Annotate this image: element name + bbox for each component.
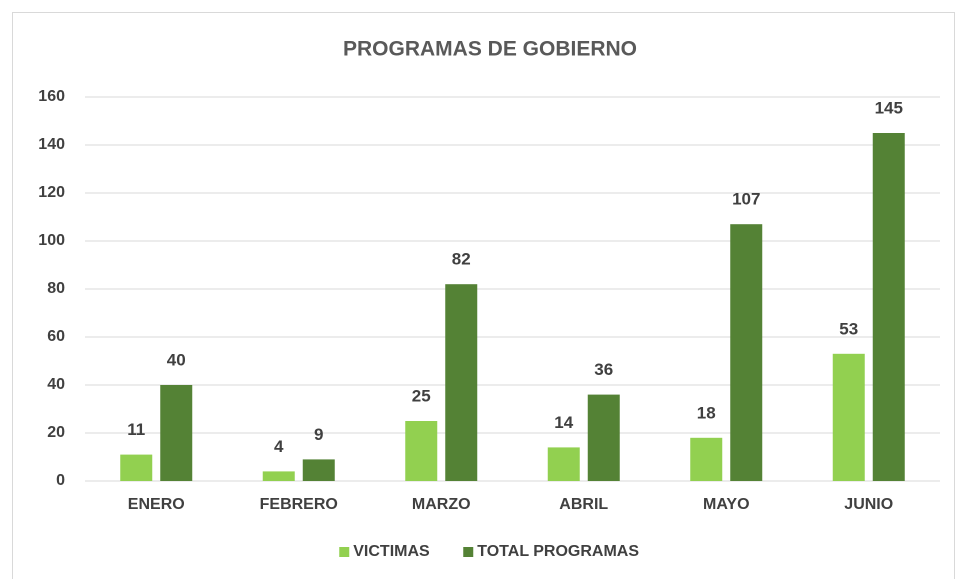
y-tick-label: 20 — [47, 424, 65, 441]
data-label: 36 — [594, 360, 613, 379]
x-tick-label: MARZO — [412, 496, 471, 513]
y-tick-label: 0 — [56, 472, 65, 489]
data-label: 4 — [274, 437, 284, 456]
x-tick-label: MAYO — [703, 496, 750, 513]
x-tick-label: ENERO — [128, 496, 185, 513]
bar — [730, 224, 763, 481]
data-label: 18 — [697, 403, 716, 422]
legend-swatch — [463, 547, 474, 557]
bar — [832, 353, 865, 481]
y-tick-label: 100 — [38, 232, 65, 249]
legend-swatch — [339, 547, 350, 557]
y-tick-label: 140 — [38, 136, 65, 153]
bar — [120, 454, 153, 481]
bar — [302, 459, 335, 481]
x-tick-label: FEBRERO — [260, 496, 338, 513]
data-label: 14 — [554, 413, 573, 432]
legend-label: TOTAL PROGRAMAS — [477, 543, 639, 560]
legend-label: VICTIMAS — [353, 543, 430, 560]
data-label: 82 — [452, 250, 471, 269]
data-label: 107 — [732, 190, 760, 209]
data-label: 25 — [412, 386, 431, 405]
bar — [587, 394, 620, 481]
bar — [547, 447, 580, 481]
y-tick-label: 40 — [47, 376, 65, 393]
y-tick-label: 120 — [38, 184, 65, 201]
bar — [262, 471, 295, 481]
data-label: 145 — [875, 98, 903, 117]
bar — [690, 437, 723, 481]
data-label: 40 — [167, 350, 186, 369]
x-tick-label: ABRIL — [559, 496, 608, 513]
y-tick-label: 60 — [47, 328, 65, 345]
y-tick-label: 160 — [38, 88, 65, 105]
data-label: 11 — [127, 420, 145, 439]
bar — [445, 284, 478, 481]
chart-title: PROGRAMAS DE GOBIERNO — [343, 38, 637, 61]
y-tick-label: 80 — [47, 280, 65, 297]
bar — [872, 133, 905, 481]
x-tick-label: JUNIO — [844, 496, 893, 513]
bar — [160, 385, 193, 481]
chart-frame — [12, 12, 955, 579]
data-label: 9 — [314, 425, 323, 444]
data-label: 53 — [839, 319, 858, 338]
bar — [405, 421, 438, 481]
